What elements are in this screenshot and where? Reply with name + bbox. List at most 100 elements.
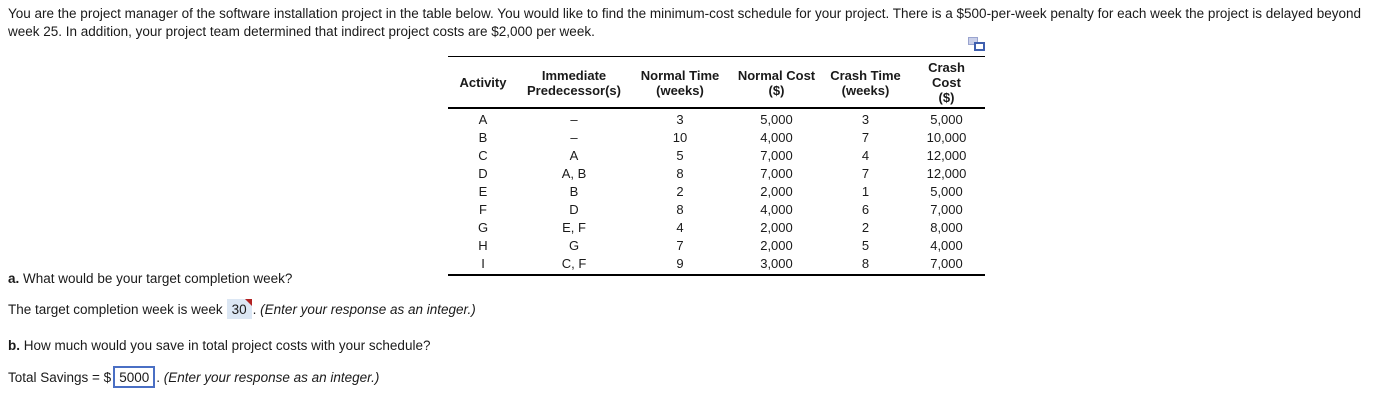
col-header-normal-time: Normal Time (weeks) xyxy=(630,56,730,109)
project-table-area: Activity Immediate Predecessor(s) Normal… xyxy=(448,37,985,276)
answer-a-note: (Enter your response as an integer.) xyxy=(260,302,476,317)
cell-normal-time: 2 xyxy=(676,184,684,199)
table-row: I C, F 9 3,000 8 7,000 xyxy=(448,254,985,276)
header-line: ($) xyxy=(938,90,955,105)
table-row: B – 10 4,000 7 10,000 xyxy=(448,128,985,146)
header-line: Crash Time xyxy=(830,67,901,83)
table-header-row: Activity Immediate Predecessor(s) Normal… xyxy=(448,56,985,109)
cell-crash-time: 4 xyxy=(861,148,870,163)
question-b: b. How much would you save in total proj… xyxy=(8,337,476,354)
question-a: a. What would be your target completion … xyxy=(8,270,476,287)
popup-icon-back-square xyxy=(968,37,978,45)
header-line: Predecessor(s) xyxy=(527,82,621,98)
cell-crash-cost: 7,000 xyxy=(930,202,963,217)
col-header-immediate-predecessors: Immediate Predecessor(s) xyxy=(518,56,630,109)
cell-predecessors: – xyxy=(570,112,578,127)
col-header-activity: Activity xyxy=(448,56,518,109)
answer-line-b: Total Savings = $5000. (Enter your respo… xyxy=(8,366,476,388)
cell-predecessors: E, F xyxy=(562,220,586,235)
header-line: Normal Time xyxy=(640,67,720,83)
activity-cost-table: Activity Immediate Predecessor(s) Normal… xyxy=(448,56,985,276)
header-line: (weeks) xyxy=(841,82,890,98)
table-row: E B 2 2,000 1 5,000 xyxy=(448,182,985,200)
cell-normal-cost: 2,000 xyxy=(760,238,793,253)
answer-b-note: (Enter your response as an integer.) xyxy=(163,370,380,385)
cell-predecessors: A xyxy=(569,148,579,163)
question-b-text: How much would you save in total project… xyxy=(23,338,431,353)
cell-activity: B xyxy=(478,130,488,145)
cell-normal-cost: 2,000 xyxy=(760,220,793,235)
cell-activity: H xyxy=(478,238,488,253)
cell-predecessors: A, B xyxy=(561,166,587,181)
cell-predecessors: C, F xyxy=(518,254,630,276)
cell-normal-cost: 7,000 xyxy=(760,148,793,163)
cell-crash-cost: 5,000 xyxy=(930,112,963,127)
header-line: Immediate xyxy=(541,67,607,83)
cell-normal-time: 7 xyxy=(676,238,684,253)
table-row: F D 8 4,000 6 7,000 xyxy=(448,200,985,218)
cell-crash-cost: 7,000 xyxy=(908,254,985,276)
cell-activity: A xyxy=(478,112,488,127)
cell-activity: I xyxy=(448,254,518,276)
answer-flag-icon xyxy=(244,299,252,306)
header-line: Activity xyxy=(459,75,507,90)
table-row: A – 3 5,000 3 5,000 xyxy=(448,108,985,128)
cell-normal-cost: 3,000 xyxy=(730,254,823,276)
cell-normal-time: 8 xyxy=(676,202,684,217)
cell-predecessors: G xyxy=(568,238,580,253)
col-header-crash-cost: Crash Cost ($) xyxy=(908,56,985,109)
cell-activity: E xyxy=(478,184,488,199)
header-line: (weeks) xyxy=(656,82,704,98)
popup-icon-front-square xyxy=(974,42,985,51)
col-header-normal-cost: Normal Cost ($) xyxy=(730,56,823,109)
table-row: C A 5 7,000 4 12,000 xyxy=(448,146,985,164)
cell-crash-cost: 4,000 xyxy=(930,238,963,253)
answer-a-prefix: The target completion week is week xyxy=(8,302,223,317)
answer-a-input[interactable]: 30 xyxy=(226,299,252,319)
table-row: G E, F 4 2,000 2 8,000 xyxy=(448,218,985,236)
cell-crash-time: 7 xyxy=(861,130,870,145)
cell-normal-time: 3 xyxy=(676,112,684,127)
cell-normal-cost: 4,000 xyxy=(760,202,793,217)
cell-normal-time: 4 xyxy=(676,220,684,235)
cell-normal-cost: 4,000 xyxy=(760,130,793,145)
questions-section: a. What would be your target completion … xyxy=(8,270,476,388)
cell-activity: C xyxy=(478,148,488,163)
cell-predecessors: – xyxy=(570,130,578,145)
answer-b-input[interactable]: 5000 xyxy=(113,366,156,388)
cell-normal-cost: 2,000 xyxy=(760,184,793,199)
open-table-popup-icon[interactable] xyxy=(968,37,985,51)
question-b-label: b. xyxy=(8,338,20,353)
cell-crash-time: 3 xyxy=(861,112,870,127)
cell-normal-time: 9 xyxy=(630,254,730,276)
problem-statement: You are the project manager of the softw… xyxy=(8,6,1362,39)
cell-predecessors: D xyxy=(569,202,579,217)
header-line: Normal Cost xyxy=(737,67,816,83)
answer-a-period: . xyxy=(252,302,257,317)
cell-activity: G xyxy=(477,220,489,235)
cell-normal-time: 8 xyxy=(676,166,684,181)
cell-crash-time: 7 xyxy=(861,166,870,181)
cell-crash-cost: 12,000 xyxy=(926,166,967,181)
cell-normal-time: 5 xyxy=(676,148,684,163)
question-a-text: What would be your target completion wee… xyxy=(23,271,293,286)
cell-crash-cost: 12,000 xyxy=(926,148,967,163)
answer-b-period: . xyxy=(156,370,161,385)
cell-crash-time: 1 xyxy=(861,184,870,199)
answer-b-prefix: Total Savings = $ xyxy=(8,370,112,385)
cell-normal-time: 10 xyxy=(672,130,688,145)
cell-crash-cost: 8,000 xyxy=(930,220,963,235)
cell-activity: F xyxy=(479,202,487,217)
cell-crash-time: 5 xyxy=(861,238,870,253)
table-row: H G 7 2,000 5 4,000 xyxy=(448,236,985,254)
cell-crash-time: 6 xyxy=(861,202,870,217)
cell-crash-time: 2 xyxy=(861,220,870,235)
col-header-crash-time: Crash Time (weeks) xyxy=(823,56,908,109)
table-row: D A, B 8 7,000 7 12,000 xyxy=(448,164,985,182)
header-line: Crash Cost xyxy=(928,60,965,90)
cell-crash-time: 8 xyxy=(823,254,908,276)
cell-activity: D xyxy=(478,166,488,181)
answer-a-value: 30 xyxy=(231,302,247,317)
answer-line-a: The target completion week is week 30. (E… xyxy=(8,299,476,319)
